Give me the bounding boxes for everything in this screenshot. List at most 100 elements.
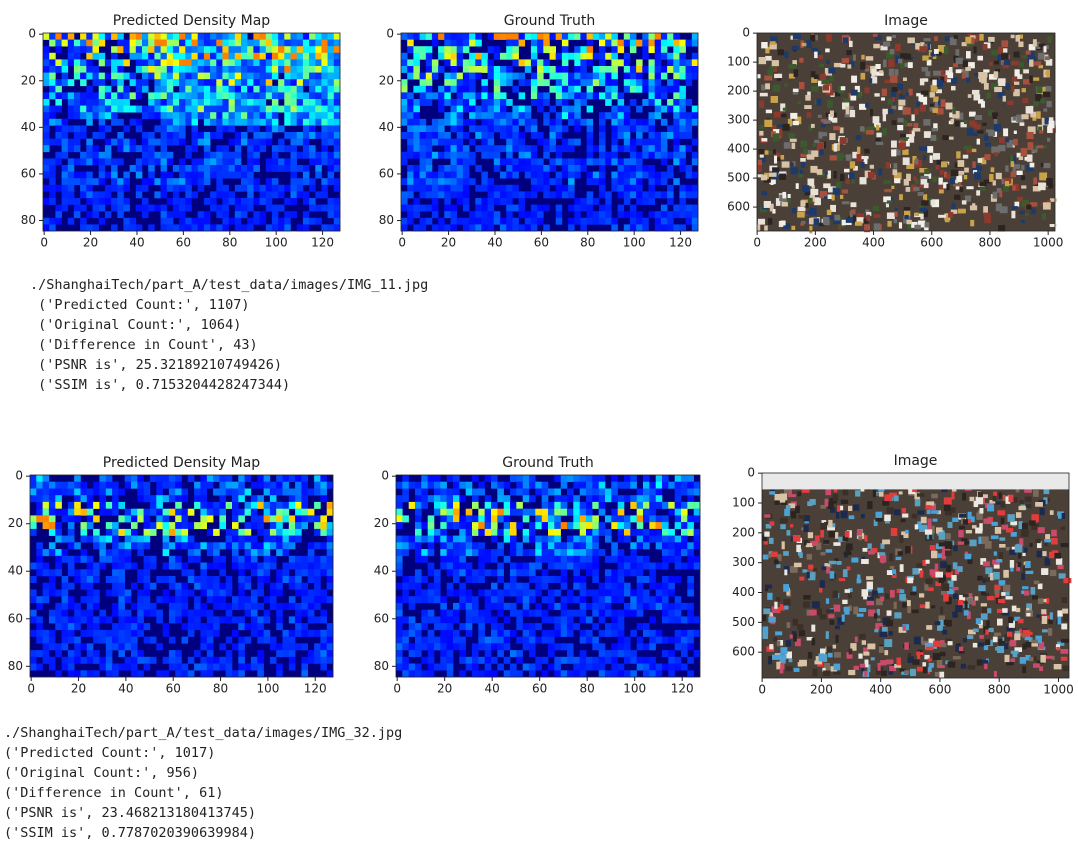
heatmap-cell: [580, 556, 587, 563]
heatmap-cell: [599, 125, 606, 132]
heatmap-cell: [510, 549, 517, 556]
heatmap-cell: [74, 495, 81, 502]
heatmap-cell: [136, 165, 143, 172]
heatmap-cell: [93, 198, 100, 205]
photo-texture: [761, 175, 767, 181]
heatmap-cell: [308, 509, 315, 516]
heatmap-cell: [592, 536, 599, 543]
heatmap-cell: [105, 106, 112, 113]
photo-texture: [758, 149, 764, 155]
heatmap-cell: [497, 610, 504, 617]
heatmap-cell: [105, 33, 112, 40]
heatmap-cell: [554, 616, 561, 623]
heatmap-cell: [142, 53, 149, 60]
heatmap-cell: [74, 178, 81, 185]
photo-texture: [1015, 69, 1020, 76]
heatmap-cell: [43, 92, 50, 99]
heatmap-cell: [49, 637, 56, 644]
heatmap-cell: [438, 53, 445, 60]
photo-texture: [936, 165, 940, 170]
heatmap-cell: [131, 542, 138, 549]
photo-texture: [983, 206, 988, 213]
heatmap-cell: [679, 205, 686, 212]
heatmap-cell: [432, 33, 439, 40]
photo-texture: [927, 146, 933, 153]
heatmap-cell: [192, 224, 199, 231]
heatmap-cell: [599, 211, 606, 218]
heatmap-cell: [327, 522, 334, 529]
photo-texture: [895, 69, 899, 75]
heatmap-cell: [481, 211, 488, 218]
heatmap-cell: [637, 542, 644, 549]
heatmap-cell: [562, 99, 569, 106]
heatmap-cell: [309, 125, 316, 132]
heatmap-cell: [661, 139, 668, 146]
photo-texture: [1005, 83, 1009, 90]
heatmap-cell: [93, 515, 100, 522]
photo-texture: [894, 219, 897, 223]
heatmap-cell: [284, 158, 291, 165]
heatmap-cell: [655, 79, 662, 86]
heatmap-cell: [543, 92, 550, 99]
heatmap-cell: [531, 73, 538, 80]
heatmap-cell: [396, 583, 403, 590]
heatmap-cell: [245, 583, 252, 590]
heatmap-cell: [241, 86, 248, 93]
heatmap-cell: [185, 66, 192, 73]
photo-texture: [1047, 36, 1051, 43]
heatmap-cell: [466, 630, 473, 637]
photo-texture: [758, 165, 762, 172]
photo-texture: [857, 147, 860, 154]
heatmap-cell: [624, 53, 631, 60]
heatmap-cell: [413, 145, 420, 152]
heatmap-cell: [494, 185, 501, 192]
heatmap-cell: [485, 475, 492, 482]
photo-texture: [800, 170, 804, 174]
heatmap-cell: [99, 542, 106, 549]
heatmap-cell: [529, 576, 536, 583]
heatmap-cell: [681, 616, 688, 623]
heatmap-cell: [320, 637, 327, 644]
heatmap-cell: [428, 596, 435, 603]
heatmap-cell: [247, 185, 254, 192]
heatmap-cell: [426, 218, 433, 225]
photo-texture: [861, 73, 866, 80]
heatmap-cell: [192, 125, 199, 132]
heatmap-cell: [548, 529, 555, 536]
heatmap-cell: [74, 643, 81, 650]
heatmap-cell: [475, 92, 482, 99]
heatmap-cell: [74, 556, 81, 563]
heatmap-cell: [148, 139, 155, 146]
heatmap-cell: [200, 643, 207, 650]
heatmap-cell: [580, 73, 587, 80]
heatmap-cell: [554, 542, 561, 549]
heatmap-cell: [567, 596, 574, 603]
photo-texture: [1018, 42, 1023, 48]
heatmap-cell: [624, 73, 631, 80]
heatmap-cell: [241, 106, 248, 113]
photo-texture: [1003, 96, 1006, 102]
heatmap-cell: [210, 205, 217, 212]
heatmap-cell: [179, 198, 186, 205]
heatmap-cell: [679, 53, 686, 60]
heatmap-cell: [529, 596, 536, 603]
heatmap-cell: [457, 79, 464, 86]
photo-texture: [807, 112, 812, 118]
heatmap-cell: [232, 596, 239, 603]
heatmap-cell: [396, 637, 403, 644]
photo-texture: [791, 167, 799, 174]
heatmap-cell: [272, 145, 279, 152]
heatmap-cell: [334, 112, 341, 119]
heatmap-cell: [413, 211, 420, 218]
heatmap-cell: [463, 106, 470, 113]
heatmap-cell: [630, 125, 637, 132]
heatmap-cell: [49, 515, 56, 522]
heatmap-cell: [117, 40, 124, 47]
heatmap-cell: [247, 198, 254, 205]
photo-texture: [798, 207, 806, 212]
heatmap-cell: [531, 205, 538, 212]
heatmap-cell: [229, 92, 236, 99]
heatmap-cell: [192, 145, 199, 152]
heatmap-cell: [235, 59, 242, 66]
heatmap-cell: [55, 556, 62, 563]
